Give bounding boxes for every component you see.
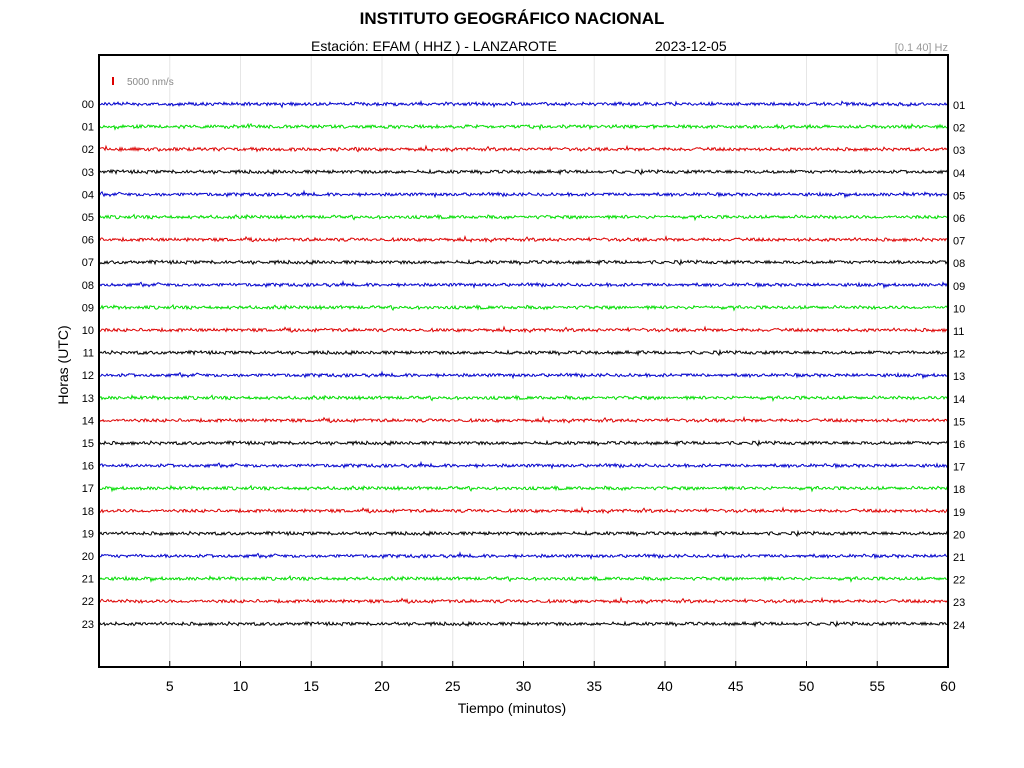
hour-label-right: 14 bbox=[953, 394, 965, 406]
hour-label-right: 12 bbox=[953, 349, 965, 361]
x-tick-label: 25 bbox=[445, 678, 461, 694]
seismic-trace bbox=[98, 189, 949, 199]
seismic-trace bbox=[98, 168, 949, 176]
seismic-trace bbox=[98, 325, 949, 334]
hour-label-left: 06 bbox=[82, 235, 94, 247]
hour-label-right: 11 bbox=[953, 326, 964, 338]
seismic-trace bbox=[98, 394, 949, 403]
seismic-trace bbox=[98, 574, 949, 583]
hour-label-right: 03 bbox=[953, 145, 965, 157]
seismic-trace bbox=[98, 439, 949, 447]
hour-label-left: 02 bbox=[82, 144, 94, 156]
hour-label-right: 15 bbox=[953, 416, 965, 428]
hour-label-left: 21 bbox=[82, 574, 94, 586]
seismic-trace bbox=[98, 213, 949, 222]
seismic-trace bbox=[98, 620, 949, 628]
hour-label-right: 08 bbox=[953, 258, 965, 270]
hour-label-right: 16 bbox=[953, 439, 965, 451]
seismic-trace bbox=[98, 258, 949, 267]
hour-label-right: 18 bbox=[953, 484, 965, 496]
seismic-trace bbox=[98, 234, 949, 243]
seismic-trace bbox=[98, 370, 949, 380]
seismic-trace bbox=[98, 529, 949, 538]
hour-label-left: 11 bbox=[83, 348, 94, 360]
hour-label-right: 01 bbox=[953, 100, 965, 112]
hour-label-left: 22 bbox=[82, 596, 94, 608]
scale-label: 5000 nm/s bbox=[127, 77, 174, 88]
hour-label-left: 08 bbox=[82, 280, 94, 292]
hour-label-left: 04 bbox=[82, 189, 94, 201]
hour-label-left: 00 bbox=[82, 99, 94, 111]
seismic-trace bbox=[98, 551, 948, 561]
hour-label-left: 07 bbox=[82, 257, 94, 269]
seismic-trace bbox=[98, 506, 949, 515]
seismic-trace bbox=[98, 144, 949, 153]
x-tick-label: 40 bbox=[657, 678, 673, 694]
hour-label-left: 14 bbox=[82, 415, 94, 427]
plot-frame bbox=[98, 54, 949, 668]
seismic-trace bbox=[98, 460, 949, 470]
filter-band-label: [0.1 40] Hz bbox=[894, 42, 948, 54]
x-tick-label: 60 bbox=[940, 678, 956, 694]
station-label: Estación: EFAM ( HHZ ) - LANZAROTE bbox=[311, 38, 557, 54]
hour-label-right: 24 bbox=[953, 620, 965, 632]
hour-label-right: 09 bbox=[953, 281, 965, 293]
hour-label-right: 04 bbox=[953, 168, 965, 180]
seismic-trace bbox=[98, 484, 949, 493]
chart-title: INSTITUTO GEOGRÁFICO NACIONAL bbox=[359, 9, 665, 28]
seismic-trace bbox=[98, 99, 949, 109]
x-tick-label: 45 bbox=[728, 678, 744, 694]
x-axis-label: Tiempo (minutos) bbox=[457, 700, 567, 716]
hour-label-right: 07 bbox=[953, 236, 965, 248]
hour-label-left: 05 bbox=[82, 212, 94, 224]
hour-label-right: 21 bbox=[953, 552, 965, 564]
x-tick-label: 10 bbox=[233, 678, 249, 694]
hour-label-right: 20 bbox=[953, 529, 965, 541]
x-tick-label: 15 bbox=[303, 678, 319, 694]
hour-label-right: 05 bbox=[953, 190, 965, 202]
hour-label-right: 13 bbox=[953, 371, 965, 383]
seismic-trace bbox=[98, 415, 949, 424]
x-tick-label: 30 bbox=[516, 678, 532, 694]
hour-label-left: 16 bbox=[82, 461, 94, 473]
x-tick-label: 35 bbox=[586, 678, 602, 694]
seismic-trace bbox=[98, 279, 949, 290]
date-label: 2023-12-05 bbox=[655, 38, 727, 54]
hour-label-left: 15 bbox=[82, 438, 94, 450]
hour-label-right: 06 bbox=[953, 213, 965, 225]
hour-label-left: 03 bbox=[82, 167, 94, 179]
seismic-trace bbox=[98, 596, 949, 605]
hour-label-left: 20 bbox=[82, 551, 94, 563]
hour-label-right: 19 bbox=[953, 507, 965, 519]
hour-label-right: 17 bbox=[953, 462, 965, 474]
hour-label-left: 01 bbox=[82, 122, 94, 134]
x-tick-label: 20 bbox=[374, 678, 390, 694]
hour-label-right: 10 bbox=[953, 303, 965, 315]
hour-label-left: 19 bbox=[82, 528, 94, 540]
x-tick-label: 50 bbox=[799, 678, 815, 694]
hour-label-left: 17 bbox=[82, 483, 94, 495]
hour-label-left: 13 bbox=[82, 393, 94, 405]
hour-label-left: 18 bbox=[82, 506, 94, 518]
hour-label-right: 02 bbox=[953, 123, 965, 135]
hour-label-left: 10 bbox=[82, 325, 94, 337]
hour-label-right: 22 bbox=[953, 575, 965, 587]
seismic-trace bbox=[98, 303, 948, 312]
hour-label-left: 09 bbox=[82, 302, 94, 314]
seismic-trace bbox=[98, 348, 949, 357]
seismic-trace bbox=[98, 122, 949, 131]
hour-label-left: 23 bbox=[82, 619, 94, 631]
hour-label-left: 12 bbox=[82, 370, 94, 382]
x-tick-label: 55 bbox=[869, 678, 885, 694]
x-tick-label: 5 bbox=[166, 678, 174, 694]
hour-label-right: 23 bbox=[953, 597, 965, 609]
